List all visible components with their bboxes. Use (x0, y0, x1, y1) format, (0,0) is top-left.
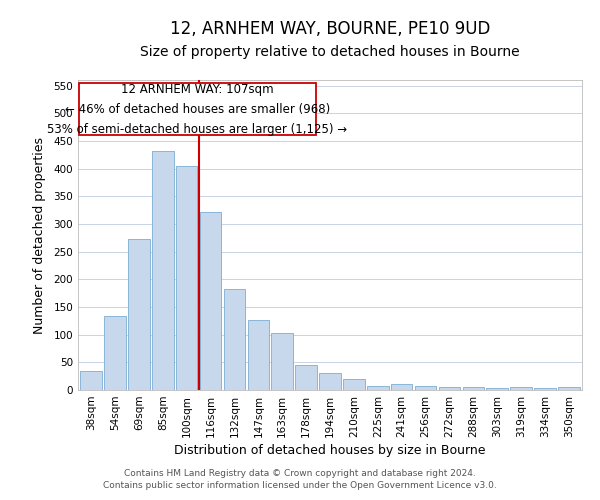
Y-axis label: Number of detached properties: Number of detached properties (34, 136, 46, 334)
Bar (176, 166, 197, 390)
Bar (319, 374, 341, 390)
Bar (487, 388, 508, 390)
Bar (80, 370, 102, 390)
Bar (295, 365, 317, 390)
Bar (79, 83, 316, 136)
Bar (367, 386, 389, 390)
Text: 12, ARNHEM WAY, BOURNE, PE10 9UD: 12, ARNHEM WAY, BOURNE, PE10 9UD (170, 20, 490, 38)
Bar (271, 333, 293, 390)
Bar (511, 387, 532, 390)
Bar (248, 320, 269, 390)
Bar (415, 386, 436, 390)
Bar (391, 384, 412, 390)
Bar (152, 151, 173, 390)
X-axis label: Distribution of detached houses by size in Bourne: Distribution of detached houses by size … (174, 444, 486, 457)
Bar (104, 316, 126, 390)
Bar (128, 240, 149, 390)
Text: Size of property relative to detached houses in Bourne: Size of property relative to detached ho… (140, 45, 520, 59)
Bar (200, 212, 221, 390)
Bar (224, 288, 245, 390)
Bar (343, 379, 365, 390)
Bar (558, 387, 580, 390)
Text: 12 ARNHEM WAY: 107sqm
← 46% of detached houses are smaller (968)
53% of semi-det: 12 ARNHEM WAY: 107sqm ← 46% of detached … (47, 82, 347, 136)
Bar (534, 388, 556, 390)
Bar (439, 387, 460, 390)
Bar (463, 387, 484, 390)
Text: Contains HM Land Registry data © Crown copyright and database right 2024.
Contai: Contains HM Land Registry data © Crown c… (103, 468, 497, 490)
